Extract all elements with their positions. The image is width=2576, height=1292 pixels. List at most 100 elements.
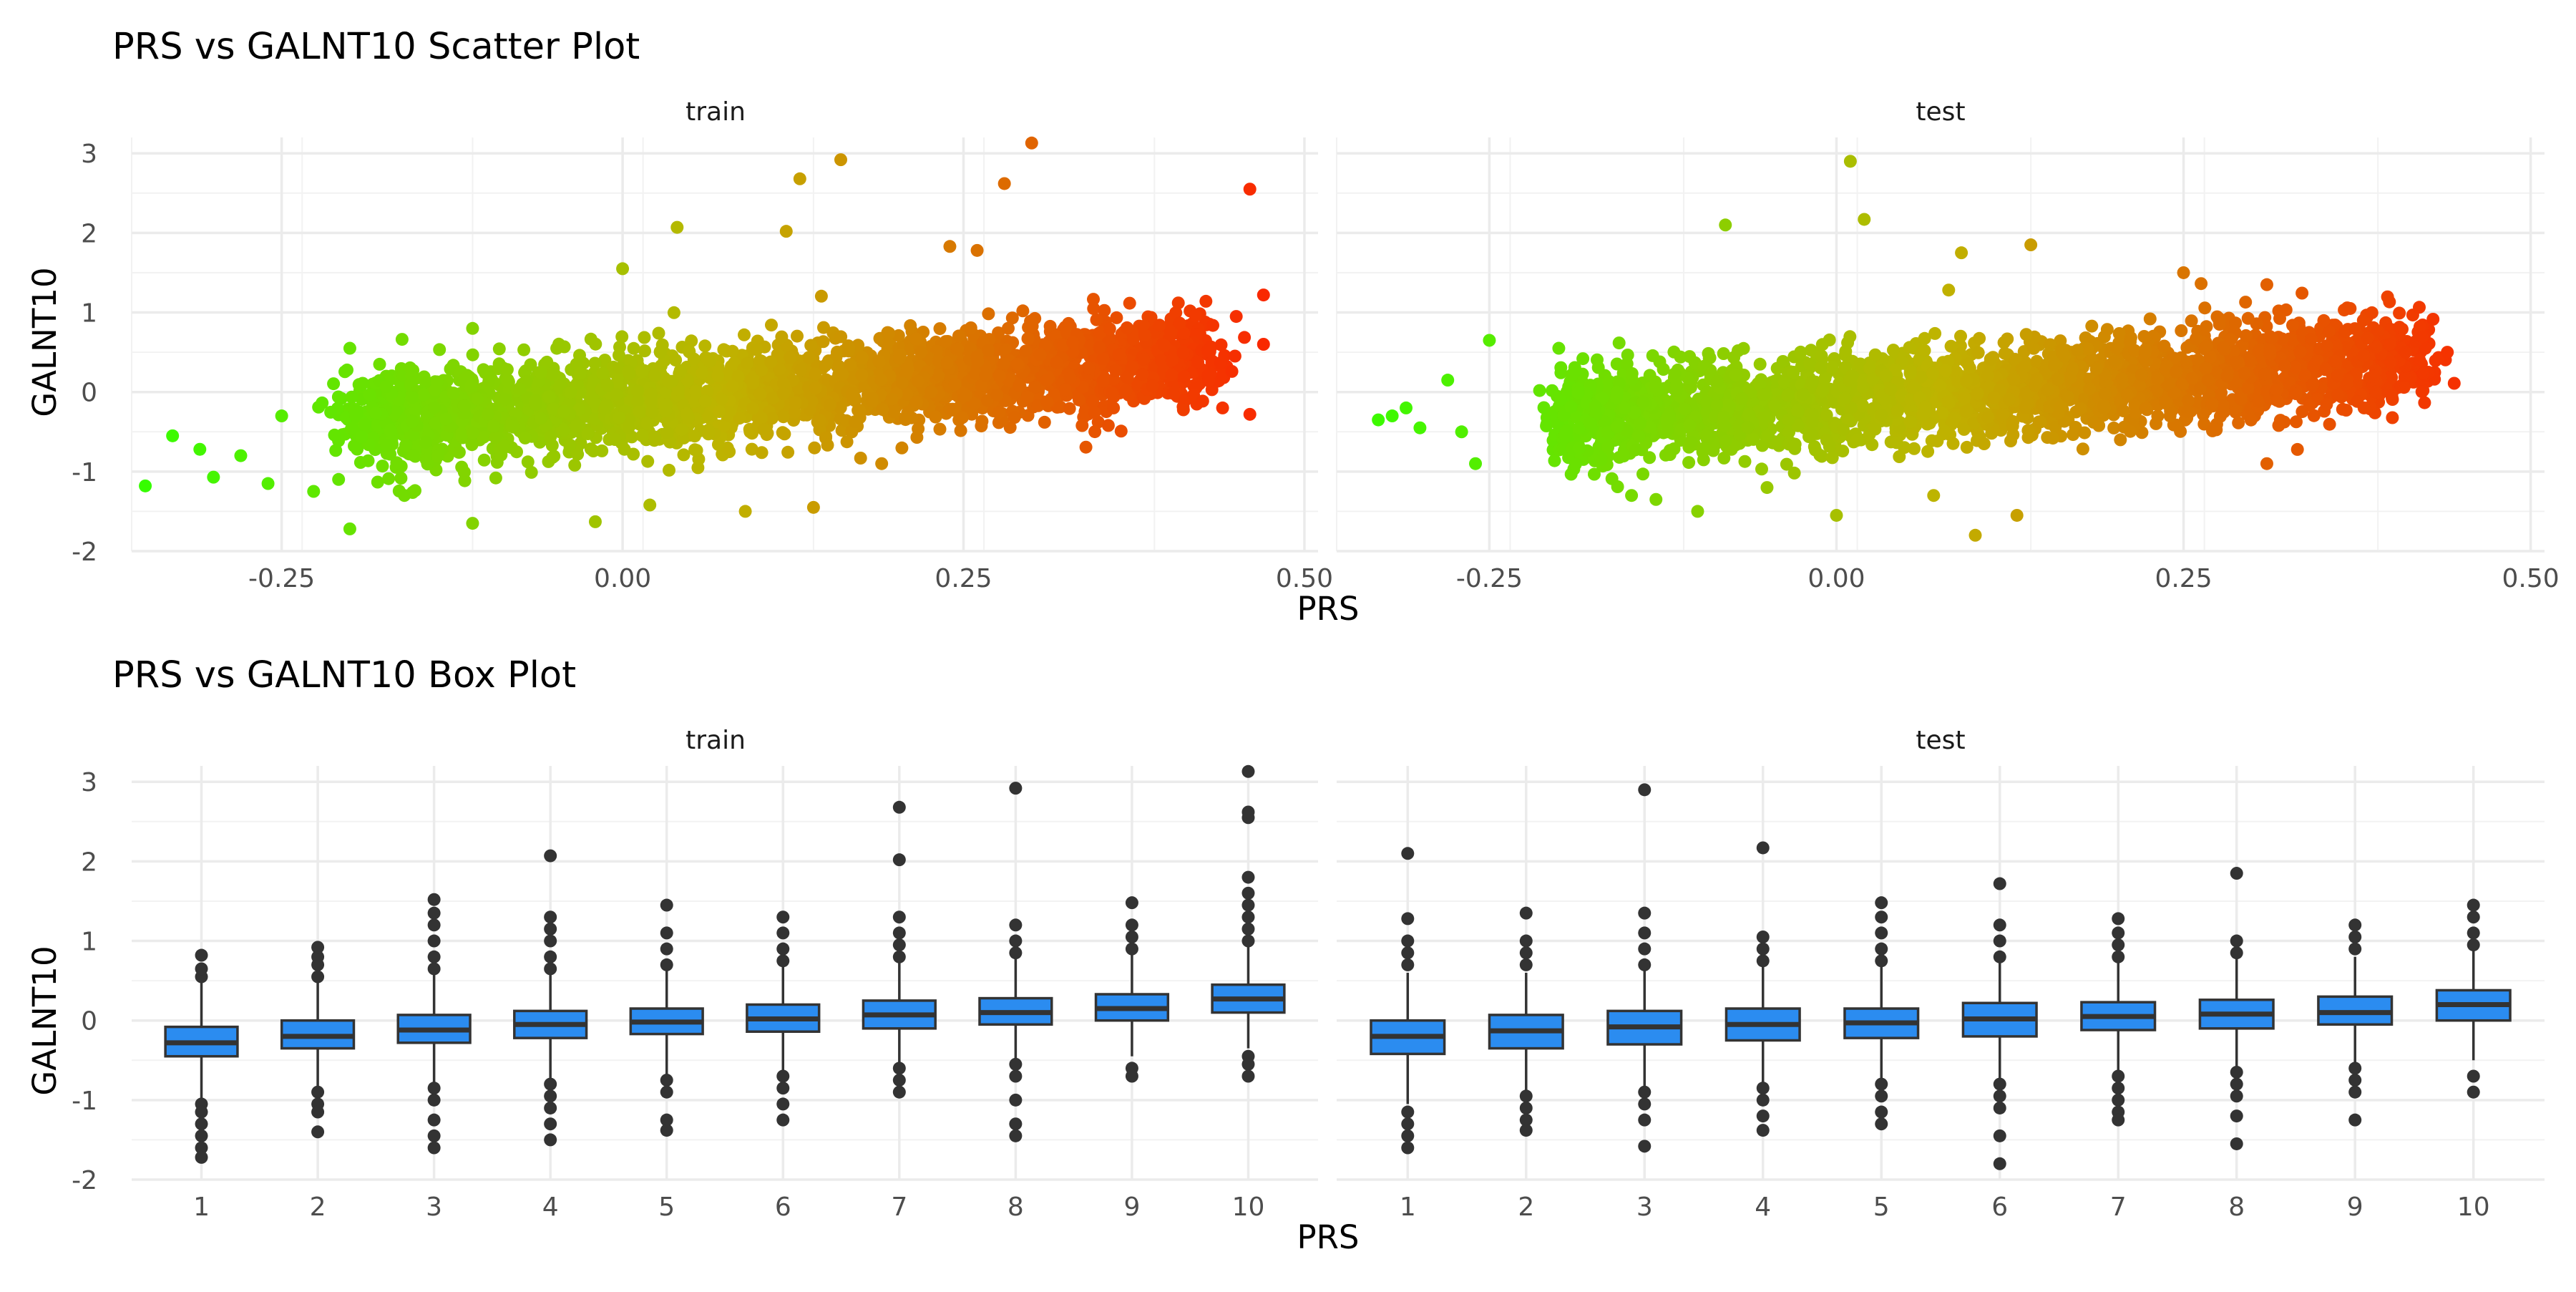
scatter-point (965, 321, 977, 334)
scatter-point (615, 330, 628, 343)
scatter-point (1191, 356, 1204, 369)
scatter-point (275, 409, 288, 422)
scatter-point (1136, 368, 1148, 381)
scatter-point (934, 322, 947, 335)
scatter-point (824, 399, 836, 412)
scatter-point (941, 356, 954, 369)
scatter-point (1229, 350, 1241, 363)
scatter-point (688, 353, 701, 366)
scatter-point (482, 408, 494, 421)
scatter-point (2290, 415, 2303, 428)
scatter-point (2186, 372, 2199, 385)
scatter-point (1196, 394, 1209, 407)
scatter-point (713, 405, 726, 418)
scatter-point (458, 466, 471, 479)
scatter-point (453, 446, 466, 459)
scatter-point (2416, 385, 2429, 398)
scatter-point (849, 415, 862, 428)
scatter-point (557, 405, 570, 418)
scatter-point (971, 244, 984, 257)
box-x-axis-title: PRS (1297, 1218, 1360, 1256)
scatter-point (1560, 424, 1573, 437)
scatter-point (597, 367, 610, 380)
scatter-point (355, 430, 368, 443)
scatter-point (557, 424, 570, 437)
scatter-point (478, 454, 491, 467)
scatter-point (1034, 349, 1047, 361)
scatter-point (1664, 448, 1677, 461)
scatter-point (332, 473, 345, 486)
scatter-point (702, 427, 715, 440)
scatter-point (1238, 331, 1251, 344)
scatter-point (371, 476, 384, 489)
scatter-point (477, 363, 490, 376)
scatter-point (1230, 310, 1243, 323)
scatter-point (343, 523, 356, 535)
scatter-point (466, 517, 479, 530)
scatter-point (1088, 425, 1101, 438)
scatter-point (1939, 364, 1952, 377)
scatter-point (764, 356, 777, 369)
scatter-point (924, 385, 937, 398)
scatter-point (1947, 437, 1960, 450)
scatter-point (665, 375, 678, 388)
scatter-point (535, 366, 547, 379)
scatter-y-axis-title: GALNT10 (26, 267, 64, 417)
scatter-point (670, 221, 683, 234)
scatter-point (376, 460, 389, 472)
scatter-point (1592, 361, 1605, 374)
scatter-point (952, 329, 965, 342)
scatter-point (348, 402, 361, 415)
scatter-point (1787, 440, 1800, 453)
scatter-point (1629, 444, 1641, 457)
scatter-point (1138, 329, 1151, 341)
scatter-point (1576, 352, 1589, 365)
scatter-point (775, 331, 788, 344)
scatter-point (1625, 489, 1638, 502)
scatter-point (1942, 283, 1955, 296)
scatter-point (513, 382, 526, 395)
scatter-point (781, 446, 794, 459)
scatter-point (489, 472, 502, 485)
scatter-point (398, 489, 411, 502)
scatter-point (2393, 321, 2406, 334)
scatter-point (821, 439, 834, 452)
scatter-point (525, 466, 538, 479)
scatter-point (610, 388, 623, 401)
scatter-point (2077, 442, 2089, 455)
scatter-point (899, 413, 912, 426)
scatter-point (2046, 432, 2059, 445)
scatter-point (841, 435, 854, 448)
scatter-point (661, 427, 674, 439)
scatter-point (501, 363, 514, 376)
scatter-point (429, 384, 441, 397)
scatter-point (641, 417, 654, 429)
scatter-point (2078, 427, 2091, 439)
scatter-point (680, 407, 693, 420)
scatter-point (166, 429, 179, 442)
scatter-point (1972, 346, 1985, 359)
scatter-point (358, 418, 371, 431)
scatter-point (1109, 364, 1122, 377)
scatter-point (904, 319, 917, 332)
scatter-point (458, 399, 471, 412)
box-strip-test: test (1916, 726, 1965, 755)
scatter-point (780, 225, 793, 238)
scatter-point (696, 366, 708, 379)
scatter-point (648, 369, 661, 382)
scatter-strip-train: train (686, 97, 746, 127)
scatter-point (659, 405, 672, 418)
scatter-point (846, 387, 859, 400)
scatter-point (834, 153, 847, 166)
scatter-point (982, 307, 995, 320)
scatter-point (609, 433, 622, 446)
scatter-point (613, 411, 625, 424)
scatter-point (882, 327, 895, 340)
scatter-point (998, 177, 1011, 190)
scatter-point (1121, 371, 1134, 384)
scatter-point (618, 443, 631, 456)
scatter-point (1021, 391, 1034, 404)
scatter-point (1172, 296, 1185, 309)
scatter-point (519, 432, 532, 445)
scatter-point (1921, 445, 1934, 458)
